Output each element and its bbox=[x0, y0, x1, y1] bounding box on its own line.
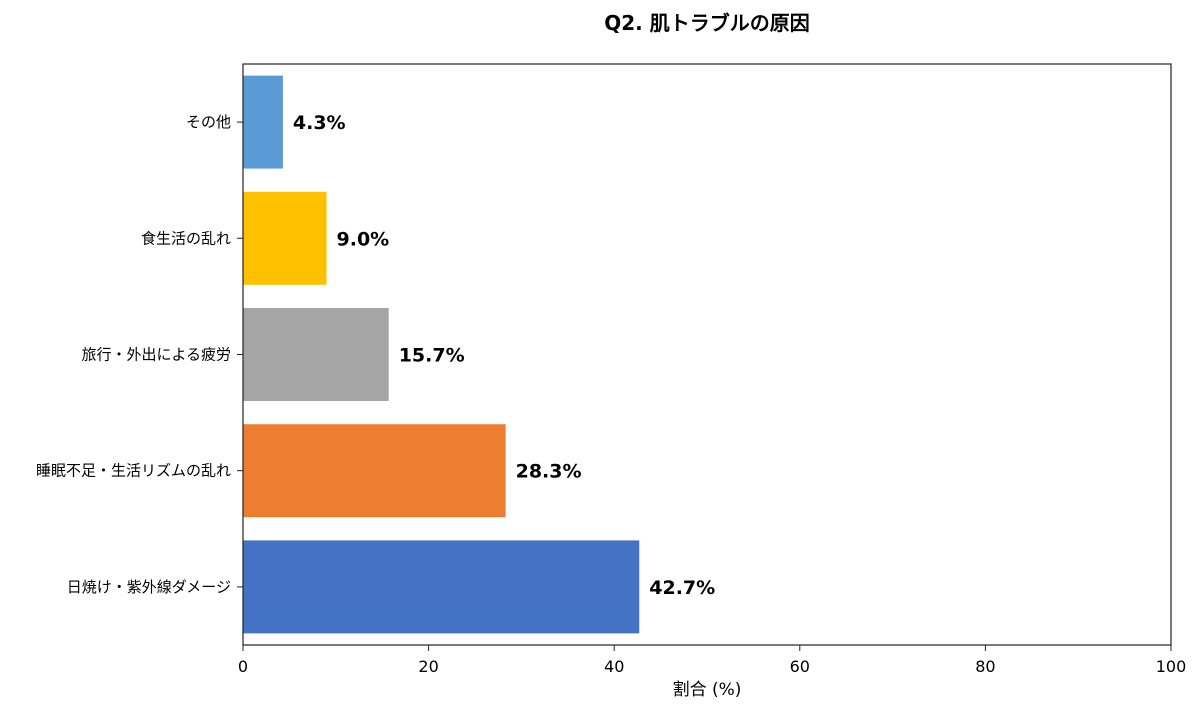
value-label-0: 4.3% bbox=[293, 112, 346, 134]
x-axis-ticks: 0 20 40 60 80 100 bbox=[238, 645, 1186, 676]
x-axis-title: 割合 (%) bbox=[673, 680, 742, 700]
chart-title: Q2. 肌トラブルの原因 bbox=[604, 11, 809, 35]
category-label-1: 食生活の乱れ bbox=[141, 229, 231, 247]
x-tick-label-4: 80 bbox=[975, 657, 995, 676]
bars-layer: 4.3% その他 9.0% 食生活の乱れ 15.7% 旅行・外出による疲労 28.3% 睡眠不… bbox=[36, 75, 715, 634]
bar-1 bbox=[243, 191, 327, 285]
category-label-4: 日焼け・紫外線ダメージ bbox=[67, 578, 231, 596]
x-tick-label-1: 20 bbox=[418, 657, 438, 676]
bar-4 bbox=[243, 540, 640, 634]
category-label-2: 旅行・外出による疲労 bbox=[81, 346, 231, 364]
plot-frame bbox=[242, 63, 1172, 646]
bar-0 bbox=[243, 75, 283, 169]
x-tick-label-5: 100 bbox=[1156, 657, 1187, 676]
bar-3 bbox=[243, 424, 506, 518]
x-tick-label-0: 0 bbox=[238, 657, 248, 676]
x-tick-label-3: 60 bbox=[790, 657, 810, 676]
value-label-3: 28.3% bbox=[516, 461, 582, 483]
value-label-4: 42.7% bbox=[649, 577, 715, 599]
category-label-0: その他 bbox=[186, 113, 231, 131]
value-label-1: 9.0% bbox=[337, 228, 390, 250]
x-tick-label-2: 40 bbox=[604, 657, 624, 676]
bar-2 bbox=[243, 308, 389, 401]
value-label-2: 15.7% bbox=[399, 345, 465, 367]
category-label-3: 睡眠不足・生活リズムの乱れ bbox=[36, 462, 231, 480]
